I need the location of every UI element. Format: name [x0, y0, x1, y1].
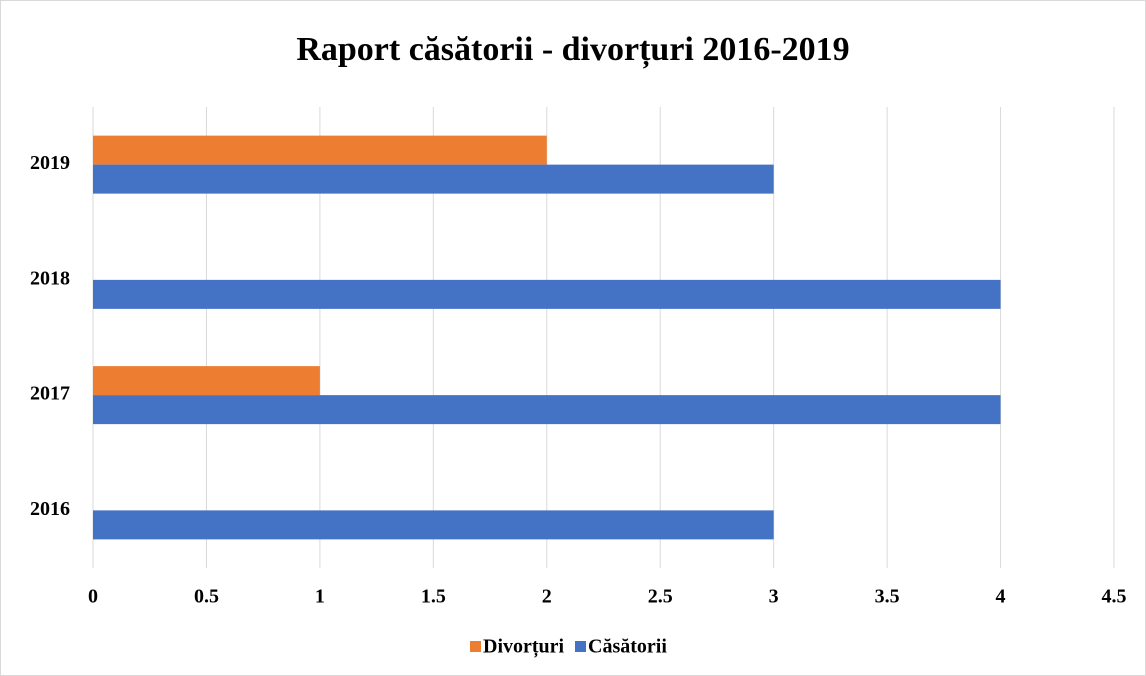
x-tick-label: 3.5	[875, 586, 900, 608]
x-tick-label: 4.5	[1102, 586, 1127, 608]
bar	[93, 135, 547, 165]
x-tick-label: 1.5	[421, 586, 446, 608]
x-tick-label: 2.5	[648, 586, 673, 608]
x-tick-label: 4	[996, 586, 1006, 608]
x-tick-label: 1	[315, 586, 325, 608]
x-tick-label: 0	[88, 586, 98, 608]
x-tick-label: 3	[769, 586, 779, 608]
y-tick-label: 2018	[30, 267, 70, 289]
chart-title: Raport căsătorii - divorțuri 2016-2019	[296, 31, 849, 69]
bar	[93, 395, 1001, 425]
legend-swatch	[575, 641, 586, 652]
y-tick-label: 2017	[30, 383, 70, 405]
bar	[93, 510, 774, 540]
y-tick-label: 2016	[30, 498, 70, 520]
bar	[93, 164, 774, 194]
legend-label: Divorțuri	[483, 636, 565, 659]
legend-swatch	[470, 641, 481, 652]
legend-label: Căsătorii	[588, 636, 667, 658]
bar	[93, 279, 1001, 309]
x-tick-label: 0.5	[194, 586, 219, 608]
x-tick-label: 2	[542, 586, 552, 608]
y-tick-label: 2019	[30, 152, 70, 174]
bar	[93, 366, 320, 396]
